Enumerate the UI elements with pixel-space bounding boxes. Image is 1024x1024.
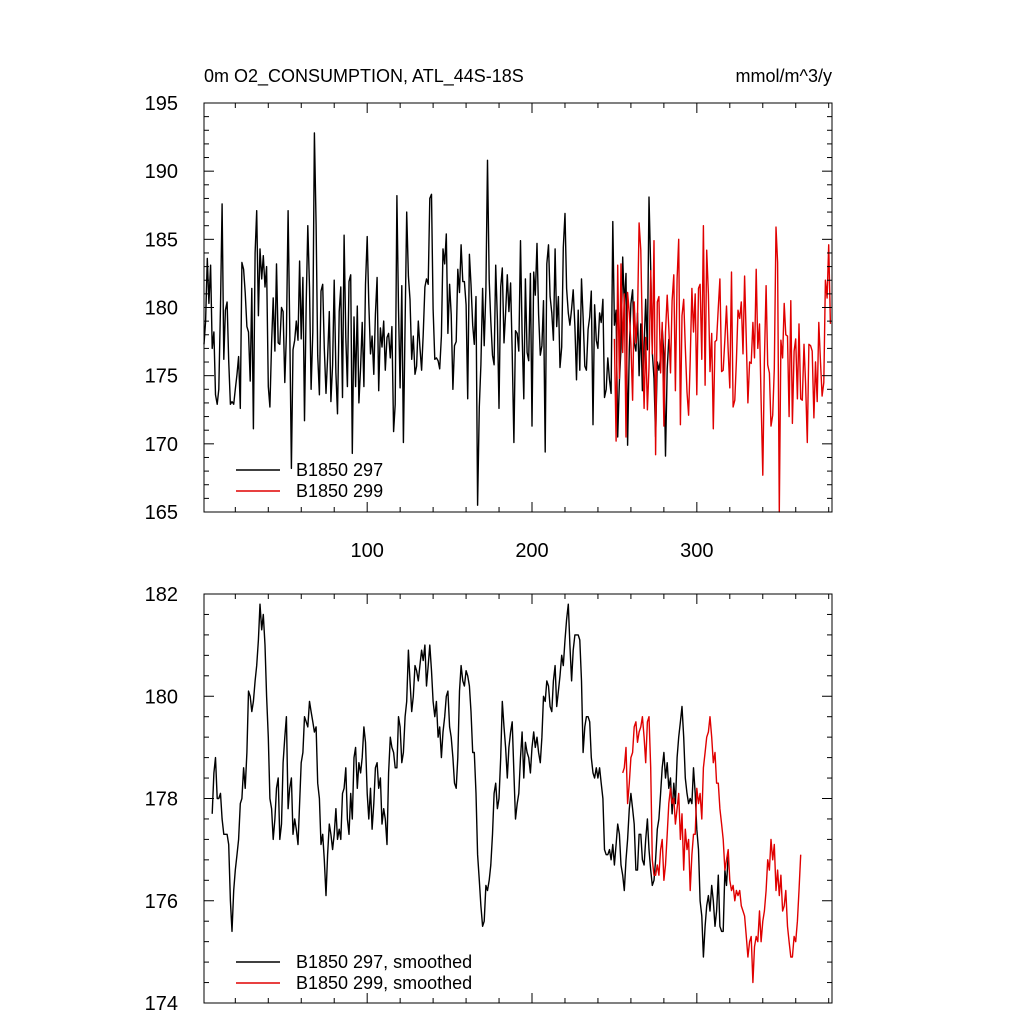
- bottom-axes: 174 176 178 180 182: [145, 584, 833, 1015]
- bottom-legend-label: B1850 297, smoothed: [296, 952, 472, 972]
- bottom-panel: 174 176 178 180 182 B1850 297, smoothedB1850…: [145, 584, 833, 1015]
- bottom-series-line-2: [622, 716, 802, 984]
- top-legend-label: B1850 297: [296, 460, 383, 480]
- bottom-series-lines: [211, 603, 802, 984]
- top-y-tick-label: 175: [145, 366, 178, 388]
- top-y-tick-label: 195: [145, 93, 178, 115]
- top-y-tick-label: 185: [145, 229, 178, 251]
- bottom-legend-label: B1850 299, smoothed: [296, 973, 472, 993]
- bottom-y-tick-label: 176: [145, 891, 178, 913]
- bottom-y-tick-label: 174: [145, 993, 178, 1015]
- top-y-tick-label: 180: [145, 298, 178, 320]
- top-x-tick-label: 100: [350, 540, 383, 562]
- top-legend-label: B1850 299: [296, 481, 383, 501]
- top-panel: 0m O2_CONSUMPTION, ATL_44S-18S mmol/m^3/…: [145, 66, 833, 562]
- top-x-tick-label: 200: [515, 540, 548, 562]
- top-axes: 165 170 175 180 185 190 195 100 200 300: [145, 93, 833, 562]
- top-series-lines: [203, 132, 832, 513]
- chart-title: 0m O2_CONSUMPTION, ATL_44S-18S: [204, 66, 524, 87]
- top-y-tick-label: 190: [145, 161, 178, 183]
- bottom-y-tick-label: 178: [145, 789, 178, 811]
- top-y-tick-label: 165: [145, 502, 178, 524]
- units-label: mmol/m^3/y: [736, 66, 832, 86]
- bottom-y-tick-label: 180: [145, 686, 178, 708]
- bottom-series-line-1: [211, 603, 729, 958]
- top-series-line-2: [613, 222, 832, 513]
- top-series-line-1: [203, 132, 670, 506]
- top-y-tick-label: 170: [145, 434, 178, 456]
- top-x-tick-label: 300: [680, 540, 713, 562]
- bottom-y-tick-label: 182: [145, 584, 178, 606]
